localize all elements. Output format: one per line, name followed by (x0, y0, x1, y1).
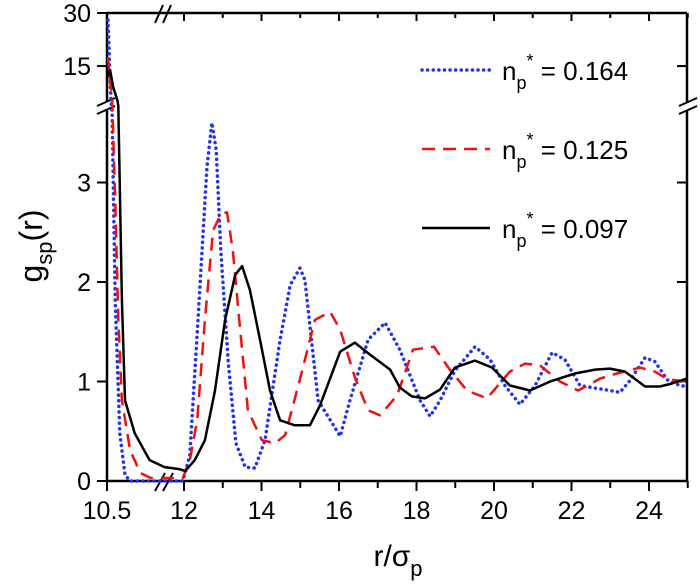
x-tick-label: 10.5 (83, 497, 132, 525)
axis-break-mark (154, 4, 164, 24)
x-axis-label-sub: p (410, 556, 422, 581)
x-tick-label: 22 (558, 497, 586, 525)
x-tick-label: 24 (635, 497, 663, 525)
legend-label-1: np* = 0.125 (502, 130, 628, 172)
legend-label-0: np* = 0.164 (502, 51, 628, 93)
x-tick-label: 16 (325, 497, 353, 525)
y-tick-label: 1 (77, 369, 91, 397)
x-axis-label: r/σp (373, 540, 422, 581)
axis-break-gap (679, 102, 697, 110)
series-line-1 (106, 56, 688, 480)
y-tick-label: 15 (63, 53, 91, 81)
x-tick-label: 20 (480, 497, 508, 525)
series-line-0 (106, 18, 689, 483)
y-axis-label-sub: sp (32, 241, 57, 264)
y-tick-label: 0 (77, 468, 91, 496)
y-tick-label: 30 (63, 0, 91, 28)
axis-break-mark (162, 472, 174, 492)
series-line-2 (106, 68, 688, 473)
plot-area (106, 18, 689, 483)
axis-break-mark (678, 105, 698, 115)
y-tick-label: 3 (77, 170, 91, 198)
legend: np* = 0.164 np* = 0.125 np* = 0.097 (420, 51, 628, 251)
y-axis-label-suffix: (r) (13, 209, 49, 241)
x-tick-label: 14 (248, 497, 276, 525)
x-tick-label: 18 (403, 497, 431, 525)
y-axis-label: gsp(r) (13, 209, 57, 282)
legend-label-2: np* = 0.097 (502, 209, 628, 251)
y-tick-label: 2 (77, 269, 91, 297)
axis-break-gap (97, 102, 115, 110)
axis-break-mark (162, 4, 172, 24)
x-tick-label: 12 (170, 497, 198, 525)
axis-break-mark (678, 97, 698, 107)
